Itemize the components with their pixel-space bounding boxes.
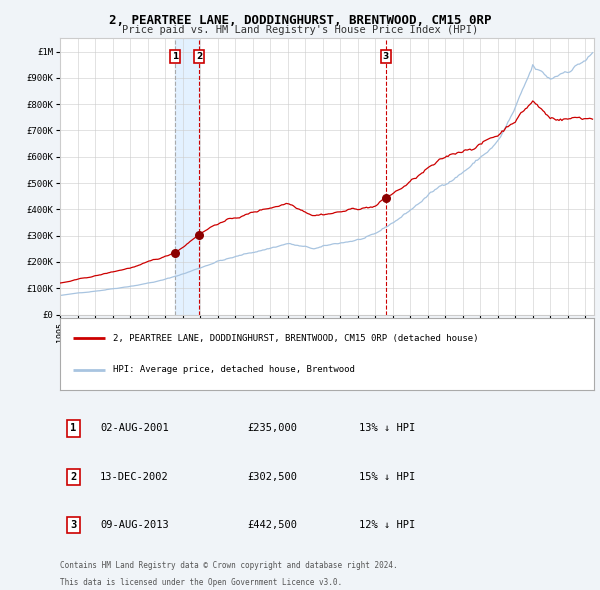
Point [381,194,391,203]
Text: 09-AUG-2013: 09-AUG-2013 [100,520,169,530]
Text: 2: 2 [196,53,202,61]
Text: 1: 1 [172,53,178,61]
Text: 2, PEARTREE LANE, DODDINGHURST, BRENTWOOD, CM15 0RP (detached house): 2, PEARTREE LANE, DODDINGHURST, BRENTWOO… [113,334,479,343]
Text: 13% ↓ HPI: 13% ↓ HPI [359,424,415,434]
Point [170,248,180,257]
Text: 1: 1 [70,424,76,434]
Text: £235,000: £235,000 [247,424,297,434]
Text: 12% ↓ HPI: 12% ↓ HPI [359,520,415,530]
Text: HPI: Average price, detached house, Brentwood: HPI: Average price, detached house, Bren… [113,365,355,375]
Bar [175,38,199,314]
Text: 2: 2 [70,472,76,482]
Text: 2, PEARTREE LANE, DODDINGHURST, BRENTWOOD, CM15 0RP: 2, PEARTREE LANE, DODDINGHURST, BRENTWOO… [109,14,491,27]
Text: This data is licensed under the Open Government Licence v3.0.: This data is licensed under the Open Gov… [60,578,342,587]
Text: 13-DEC-2002: 13-DEC-2002 [100,472,169,482]
Text: 02-AUG-2001: 02-AUG-2001 [100,424,169,434]
Text: 15% ↓ HPI: 15% ↓ HPI [359,472,415,482]
Text: 3: 3 [383,53,389,61]
Text: £302,500: £302,500 [247,472,297,482]
Point [194,230,204,240]
Text: Price paid vs. HM Land Registry's House Price Index (HPI): Price paid vs. HM Land Registry's House … [122,25,478,35]
Text: £442,500: £442,500 [247,520,297,530]
Text: Contains HM Land Registry data © Crown copyright and database right 2024.: Contains HM Land Registry data © Crown c… [60,560,398,570]
Text: 3: 3 [70,520,76,530]
